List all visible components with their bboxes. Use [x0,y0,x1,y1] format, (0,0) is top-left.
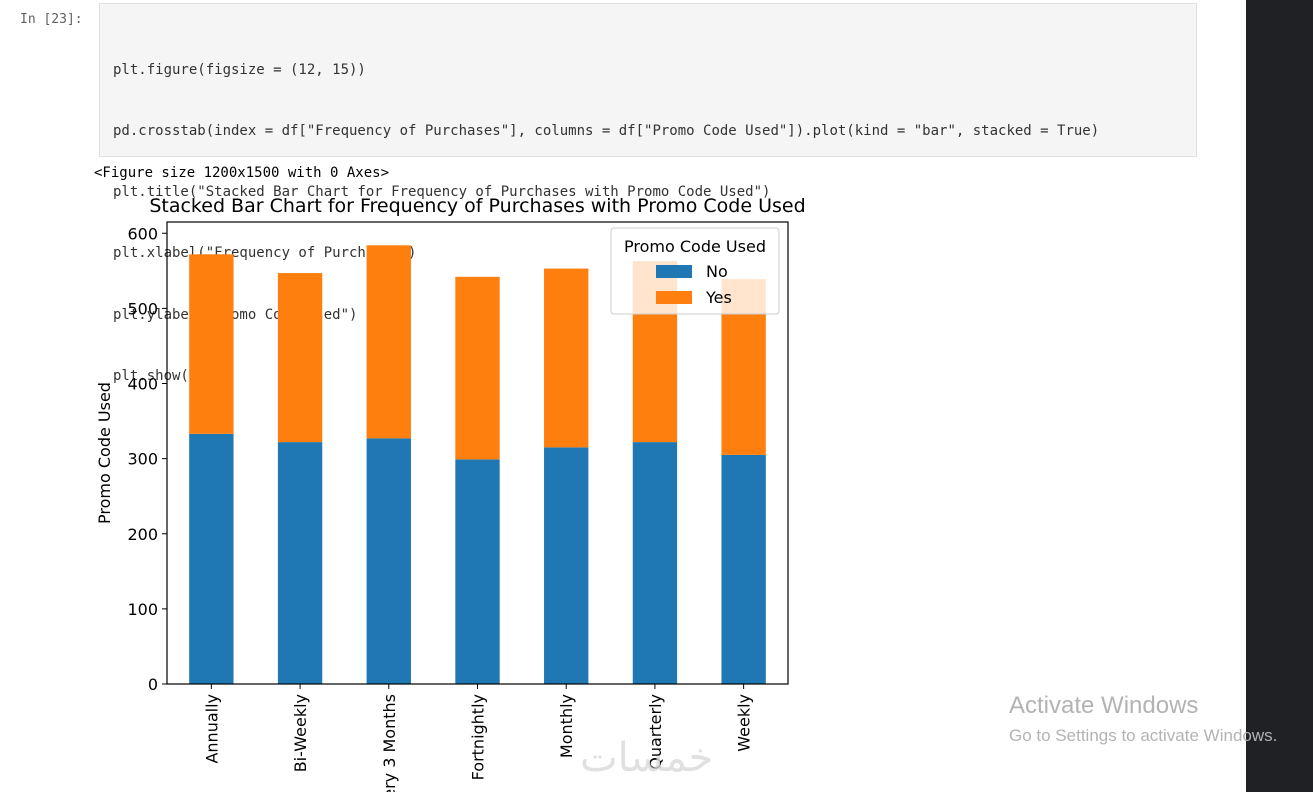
x-tick-label: Bi-Weekly [291,694,310,772]
y-tick-label: 600 [127,224,158,243]
activate-title: Activate Windows [1009,692,1199,719]
code-cell[interactable]: plt.figure(figsize = (12, 15)) pd.crosst… [99,3,1197,384]
bar-no-fortnightly [455,459,500,684]
legend-label-no: No [706,262,728,281]
bar-yes-annually [189,254,234,434]
code-line-2: pd.crosstab(index = df["Frequency of Pur… [113,123,1100,140]
legend-box [610,227,780,315]
right-dark-strip [1246,0,1313,792]
legend-label-yes: Yes [705,288,732,307]
bar-no-bi-weekly [277,442,323,684]
bar-no-quarterly [632,442,678,684]
legend-swatch-yes [656,291,692,304]
y-tick-label: 500 [127,299,158,318]
y-tick-label: 0 [148,675,158,694]
code-line-6: plt.show(); [113,367,206,384]
code-line-1: plt.figure(figsize = (12, 15)) [113,61,366,78]
y-tick-label: 200 [127,525,158,544]
bar-yes-every-3-months [366,245,411,439]
code-line-3: plt.title("Stacked Bar Chart for Frequen… [113,184,771,201]
x-tick-label: Weekly [735,694,754,752]
y-tick-label: 400 [127,375,158,394]
x-tick-label: Annually [202,694,221,764]
bar-yes-fortnightly [455,276,500,460]
x-tick-label: Fortnightly [469,694,488,780]
x-tick-label: Monthly [557,694,576,758]
stacked-bar-chart: Stacked Bar Chart for Frequency of Purch… [95,195,806,792]
cell-output-text: <Figure size 1200x1500 with 0 Axes> [94,165,390,181]
y-tick-label: 300 [127,450,158,469]
bar-no-weekly [721,454,766,684]
bar-no-monthly [544,447,589,684]
activate-subtitle: Go to Settings to activate Windows. [1009,726,1278,745]
x-tick-label: Every 3 Months [380,694,399,792]
activate-windows-notice: Activate Windows Go to Settings to activ… [1009,692,1277,746]
bar-yes-bi-weekly [277,273,323,443]
y-axis-label: Promo Code Used [95,382,114,524]
watermark-logo: خمسات [580,735,714,781]
chart-title: Stacked Bar Chart for Frequency of Purch… [149,195,805,217]
cell-prompt: In [23]: [20,12,83,27]
legend-title: Promo Code Used [624,237,766,256]
legend-swatch-no [656,265,692,278]
y-tick-label: 100 [127,600,158,619]
bar-yes-monthly [544,268,589,448]
x-tick-label: Quarterly [646,694,665,770]
bar-no-every-3-months [366,438,411,684]
bar-no-annually [189,433,234,684]
